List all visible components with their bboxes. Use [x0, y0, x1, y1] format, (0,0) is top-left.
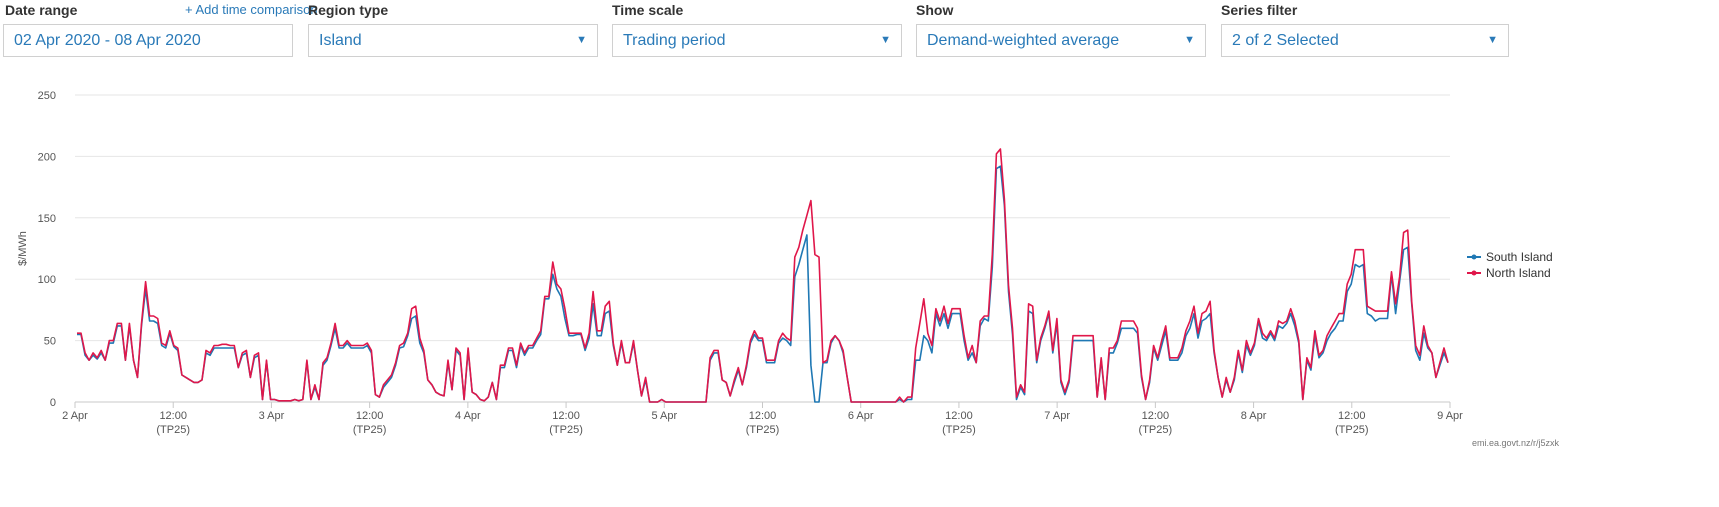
x-tick-sublabel: (TP25) — [1335, 424, 1369, 436]
time-scale-select[interactable]: Trading period ▼ — [612, 24, 902, 57]
x-tick-label: 9 Apr — [1437, 410, 1463, 422]
chevron-down-icon: ▼ — [1487, 34, 1498, 46]
date-range-input[interactable]: 02 Apr 2020 - 08 Apr 2020 — [3, 24, 293, 57]
show-select[interactable]: Demand-weighted average ▼ — [916, 24, 1206, 57]
series-lines — [77, 148, 1449, 403]
x-tick-label: 12:00 — [1142, 410, 1170, 422]
series-filter-value: 2 of 2 Selected — [1232, 32, 1339, 49]
date-range-value: 02 Apr 2020 - 08 Apr 2020 — [14, 32, 201, 49]
legend-marker — [1471, 254, 1477, 260]
x-tick-sublabel: (TP25) — [942, 424, 976, 436]
legend-label: South Island — [1486, 250, 1553, 264]
grid-lines — [75, 94, 1450, 342]
time-scale-label: Time scale — [612, 2, 684, 18]
x-tick-label: 4 Apr — [455, 410, 481, 422]
chart-credit: emi.ea.govt.nz/r/j5zxk — [1472, 438, 1560, 448]
x-tick-label: 12:00 — [1338, 410, 1366, 422]
x-tick-sublabel: (TP25) — [353, 424, 387, 436]
x-tick-label: 12:00 — [552, 410, 580, 422]
x-tick-label: 12:00 — [159, 410, 187, 422]
region-type-select[interactable]: Island ▼ — [308, 24, 598, 57]
y-tick-label: 50 — [44, 336, 56, 348]
y-tick-label: 150 — [38, 213, 56, 225]
series-filter-select[interactable]: 2 of 2 Selected ▼ — [1221, 24, 1509, 57]
filter-bar: Date range + Add time comparison 02 Apr … — [0, 0, 1719, 70]
x-tick-sublabel: (TP25) — [549, 424, 583, 436]
y-tick-label: 0 — [50, 397, 56, 409]
legend-label: North Island — [1486, 266, 1551, 280]
series-line-north-island — [77, 148, 1449, 403]
show-label: Show — [916, 2, 954, 18]
legend: South Island North Island — [1467, 250, 1553, 280]
chevron-down-icon: ▼ — [576, 34, 587, 46]
x-tick-label: 12:00 — [356, 410, 384, 422]
chevron-down-icon: ▼ — [1184, 34, 1195, 46]
y-tick-label: 250 — [38, 90, 56, 102]
series-filter-label: Series filter — [1221, 2, 1298, 18]
x-tick-sublabel: (TP25) — [746, 424, 780, 436]
date-range-label: Date range — [5, 2, 78, 18]
x-tick-label: 5 Apr — [651, 410, 677, 422]
x-tick-label: 2 Apr — [62, 410, 88, 422]
x-tick-label: 7 Apr — [1044, 410, 1070, 422]
x-tick-label: 3 Apr — [259, 410, 285, 422]
x-tick-sublabel: (TP25) — [156, 424, 190, 436]
x-tick-label: 8 Apr — [1241, 410, 1267, 422]
x-tick-label: 12:00 — [945, 410, 973, 422]
x-tick-label: 12:00 — [749, 410, 777, 422]
time-scale-value: Trading period — [623, 32, 726, 49]
y-tick-label: 200 — [38, 151, 56, 163]
add-time-comparison-link[interactable]: + Add time comparison — [185, 2, 318, 17]
y-axis-label: $/MWh — [17, 231, 29, 266]
price-chart: 0 50 100 150 200 250 $/MWh 2 Apr 12:00 (TP25) 3 … — [17, 90, 1560, 448]
legend-marker — [1471, 270, 1477, 276]
x-tick-sublabel: (TP25) — [1139, 424, 1173, 436]
y-axis-ticks: 0 50 100 150 200 250 — [38, 90, 56, 409]
region-type-value: Island — [319, 32, 362, 49]
x-tick-label: 6 Apr — [848, 410, 874, 422]
chevron-down-icon: ▼ — [880, 34, 891, 46]
x-axis-ticks: 2 Apr 12:00 (TP25) 3 Apr 12:00 (TP25) 4 Apr 12:… — [62, 402, 1463, 436]
show-value: Demand-weighted average — [927, 32, 1120, 49]
y-tick-label: 100 — [38, 274, 56, 286]
region-type-label: Region type — [308, 2, 389, 18]
